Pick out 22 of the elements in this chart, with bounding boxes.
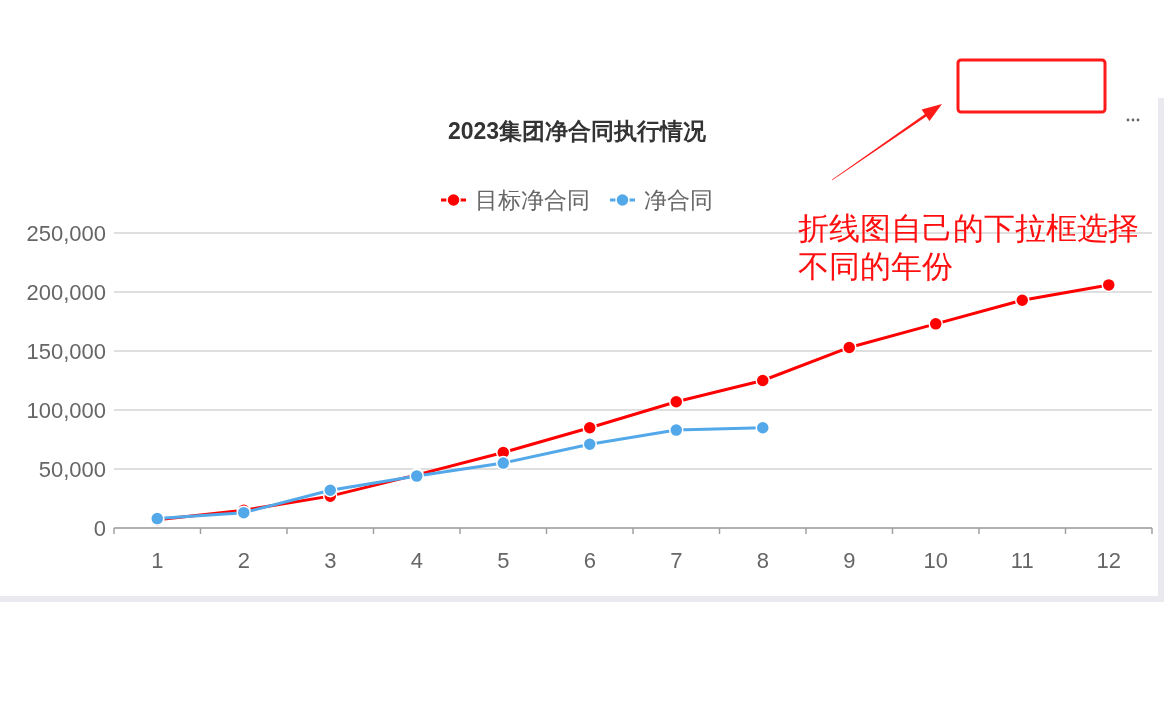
y-tick-label: 150,000 [26, 339, 106, 364]
point [928, 316, 943, 332]
y-tick-label: 200,000 [26, 280, 106, 305]
point [842, 340, 857, 355]
point [1101, 277, 1116, 293]
y-tick-label: 100,000 [26, 398, 106, 423]
point [755, 420, 770, 435]
legend-label: 目标净合同 [475, 187, 590, 213]
point [496, 455, 511, 471]
y-tick-label: 0 [93, 516, 106, 541]
point [755, 373, 770, 388]
point [669, 422, 684, 438]
point [1015, 293, 1030, 308]
point [582, 420, 597, 435]
annotation: 折线图自己的下拉框选择不同的年份 [798, 210, 1140, 286]
point [323, 482, 338, 498]
chart-title: 2023集团净合同执行情况 [447, 118, 708, 144]
point [669, 394, 684, 409]
y-tick-label: 50,000 [38, 457, 106, 482]
point [582, 436, 597, 452]
y-tick-label: 250,000 [26, 221, 106, 246]
legend-label: 净合同 [644, 187, 713, 213]
